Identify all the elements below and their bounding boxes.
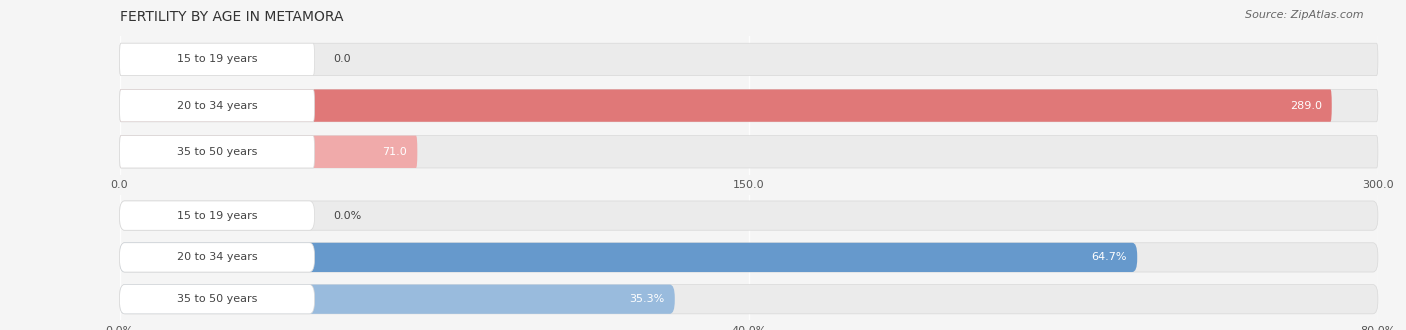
Text: 0.0%: 0.0% xyxy=(333,211,361,220)
Text: FERTILITY BY AGE IN METAMORA: FERTILITY BY AGE IN METAMORA xyxy=(120,10,343,24)
FancyBboxPatch shape xyxy=(120,284,1378,314)
Text: 15 to 19 years: 15 to 19 years xyxy=(177,54,257,64)
Text: 289.0: 289.0 xyxy=(1289,101,1322,111)
FancyBboxPatch shape xyxy=(120,243,315,272)
Text: 35 to 50 years: 35 to 50 years xyxy=(177,294,257,304)
Text: 0.0: 0.0 xyxy=(333,54,352,64)
FancyBboxPatch shape xyxy=(120,43,1378,76)
Text: 64.7%: 64.7% xyxy=(1091,252,1128,262)
FancyBboxPatch shape xyxy=(120,89,1331,122)
FancyBboxPatch shape xyxy=(120,136,418,168)
FancyBboxPatch shape xyxy=(120,43,315,76)
Text: 71.0: 71.0 xyxy=(382,147,408,157)
FancyBboxPatch shape xyxy=(120,243,1137,272)
FancyBboxPatch shape xyxy=(120,89,1378,122)
Text: 35 to 50 years: 35 to 50 years xyxy=(177,147,257,157)
Text: Source: ZipAtlas.com: Source: ZipAtlas.com xyxy=(1246,10,1364,20)
FancyBboxPatch shape xyxy=(120,89,315,122)
Text: 20 to 34 years: 20 to 34 years xyxy=(177,252,257,262)
FancyBboxPatch shape xyxy=(120,201,315,230)
FancyBboxPatch shape xyxy=(120,284,315,314)
Text: 15 to 19 years: 15 to 19 years xyxy=(177,211,257,220)
Text: 20 to 34 years: 20 to 34 years xyxy=(177,101,257,111)
FancyBboxPatch shape xyxy=(120,136,315,168)
FancyBboxPatch shape xyxy=(120,243,1378,272)
FancyBboxPatch shape xyxy=(120,201,1378,230)
Text: 35.3%: 35.3% xyxy=(630,294,665,304)
FancyBboxPatch shape xyxy=(120,136,1378,168)
FancyBboxPatch shape xyxy=(120,284,675,314)
